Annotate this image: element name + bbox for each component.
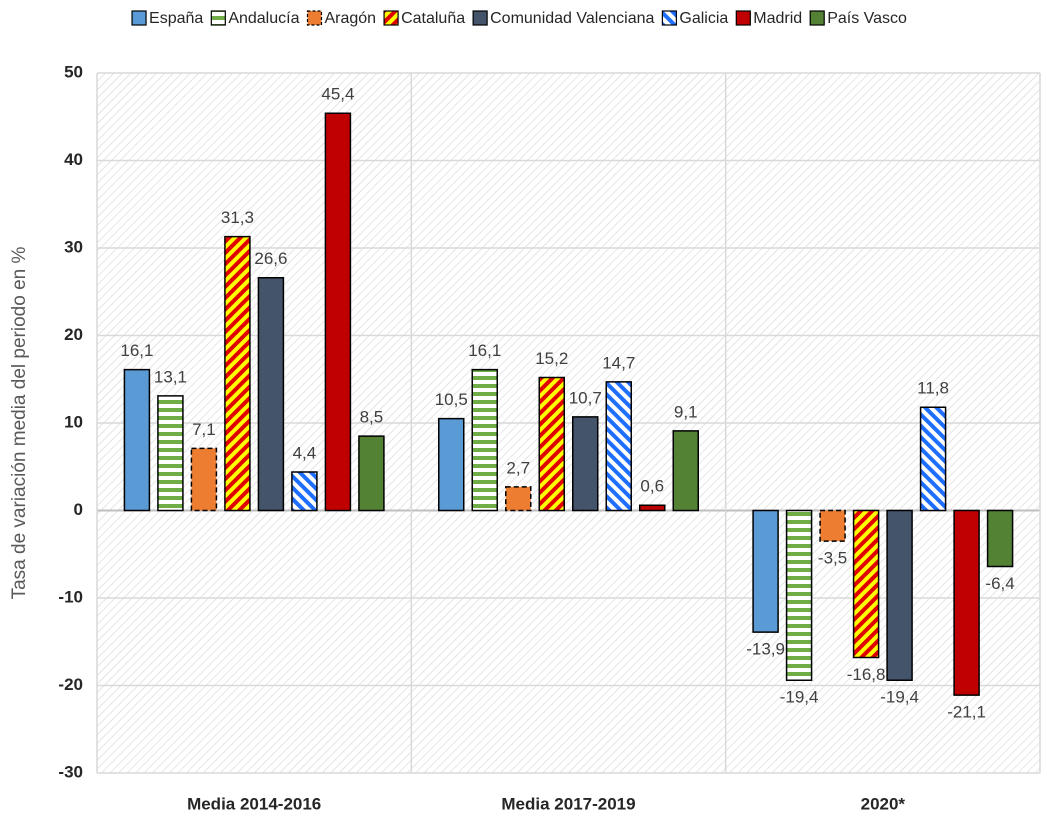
- data-label: 7,1: [192, 420, 216, 439]
- data-label: 8,5: [360, 408, 384, 427]
- data-label: -13,9: [746, 640, 785, 659]
- data-label: 10,5: [435, 390, 468, 409]
- data-label: 10,7: [569, 388, 602, 407]
- data-label: 2,7: [506, 458, 530, 477]
- data-label: 13,1: [154, 367, 187, 386]
- bar: [953, 509, 980, 696]
- y-tick-label: 30: [64, 237, 83, 256]
- bar: [123, 368, 151, 512]
- data-label: -21,1: [947, 703, 986, 722]
- legend-label: País Vasco: [827, 10, 907, 27]
- legend-swatch: [809, 10, 825, 26]
- legend-swatch: [472, 10, 488, 26]
- bar: [538, 376, 565, 512]
- bar: [438, 417, 465, 512]
- data-label: 9,1: [674, 402, 698, 421]
- data-label: -19,4: [880, 688, 919, 707]
- bar: [471, 368, 498, 512]
- legend-swatch: [661, 10, 677, 26]
- bar: [919, 406, 947, 512]
- legend-swatch: [383, 10, 399, 26]
- data-label: 45,4: [321, 85, 354, 104]
- data-label: 16,1: [120, 341, 153, 360]
- data-label: -6,4: [985, 574, 1014, 593]
- bar: [605, 381, 632, 512]
- legend-swatch: [735, 10, 751, 26]
- data-label: 4,4: [293, 443, 317, 462]
- y-axis-label: Tasa de variación media del periodo en %: [9, 247, 30, 600]
- data-label: 31,3: [221, 208, 254, 227]
- data-label: 11,8: [917, 379, 949, 398]
- data-label: -16,8: [847, 665, 886, 684]
- bar: [190, 447, 218, 512]
- bar: [639, 504, 666, 512]
- y-tick-label: 20: [64, 325, 83, 344]
- bar: [505, 486, 532, 512]
- bar: [672, 430, 699, 512]
- data-label: 26,6: [254, 249, 287, 268]
- bar: [572, 416, 599, 512]
- y-tick-label: -30: [58, 762, 83, 781]
- legend-label: Comunidad Valenciana: [490, 10, 654, 27]
- data-label: -19,4: [780, 688, 819, 707]
- legend-label: Aragón: [324, 10, 376, 27]
- legend-swatch: [306, 10, 323, 26]
- bar: [358, 435, 385, 512]
- y-tick-label: -20: [58, 675, 83, 694]
- data-label: 14,7: [602, 353, 635, 372]
- data-label: 15,2: [535, 349, 568, 368]
- y-tick-label: 10: [64, 412, 83, 431]
- legend-label: España: [149, 10, 203, 27]
- y-tick-label: 40: [64, 150, 83, 169]
- legend-label: Andalucía: [228, 10, 299, 27]
- bar: [752, 509, 779, 633]
- bar: [257, 277, 285, 512]
- bar: [291, 471, 318, 512]
- legend-label: Galicia: [679, 10, 728, 27]
- bar: [986, 509, 1014, 568]
- bar: [886, 509, 913, 681]
- data-label: -3,5: [818, 549, 847, 568]
- bar: [324, 112, 352, 512]
- bar: [852, 509, 880, 659]
- bar: [819, 509, 846, 542]
- bar: [785, 509, 813, 681]
- bar: [157, 395, 184, 512]
- legend-swatch: [210, 10, 226, 26]
- x-tick-label: Media 2017-2019: [501, 794, 635, 813]
- y-tick-label: 50: [64, 62, 83, 81]
- legend: España Andalucía Aragón Cataluña Comunidad V…: [131, 10, 907, 27]
- y-tick-label: 0: [74, 500, 83, 519]
- legend-swatch: [131, 10, 147, 26]
- data-label: 0,6: [640, 477, 664, 496]
- legend-label: Madrid: [753, 10, 802, 27]
- y-tick-label: -10: [58, 587, 83, 606]
- data-label: 16,1: [468, 341, 501, 360]
- x-tick-label: Media 2014-2016: [187, 794, 321, 813]
- legend-label: Cataluña: [401, 10, 465, 27]
- bar: [224, 235, 251, 512]
- x-tick-label: 2020*: [861, 794, 906, 813]
